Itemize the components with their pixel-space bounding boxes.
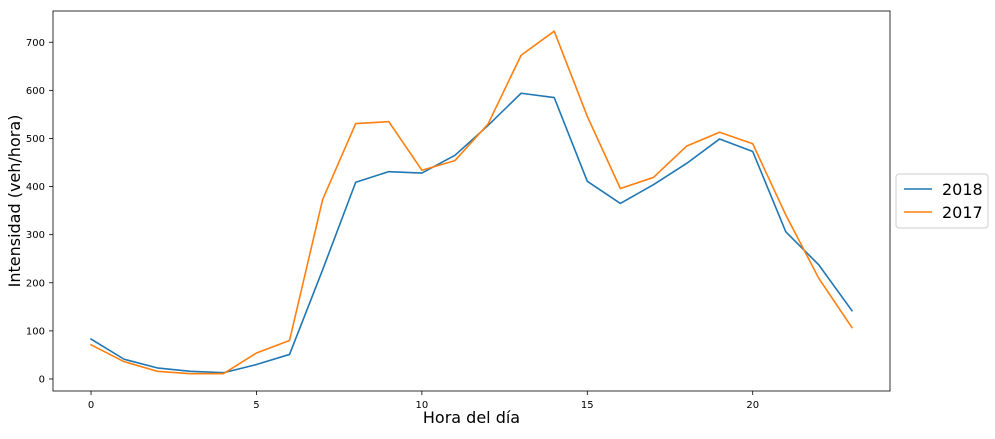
x-tick-label: 5 — [253, 400, 259, 411]
y-tick-label: 700 — [26, 38, 45, 49]
x-tick-label: 10 — [416, 400, 429, 411]
legend: 2018 2017 — [895, 173, 989, 229]
y-tick-label: 0 — [39, 374, 45, 385]
x-axis: 0 5 10 15 20 — [88, 391, 759, 411]
legend-label-2018: 2018 — [942, 180, 983, 199]
y-tick-label: 100 — [26, 326, 45, 337]
y-tick-label: 600 — [26, 86, 45, 97]
y-tick-label: 300 — [26, 230, 45, 241]
series-line-2018 — [89, 92, 854, 374]
legend-label-2017: 2017 — [942, 203, 983, 222]
x-tick-label: 20 — [746, 400, 759, 411]
y-tick-label: 500 — [26, 134, 45, 145]
x-tick-label: 0 — [88, 400, 94, 411]
series-layer — [89, 30, 854, 375]
series-line-2017 — [89, 30, 854, 375]
y-tick-label: 400 — [26, 182, 45, 193]
x-tick-label: 15 — [581, 400, 594, 411]
y-axis-label: Intensidad (veh/hora) — [5, 115, 24, 288]
legend-box — [895, 173, 989, 229]
y-axis: 0 100 200 300 400 500 600 700 — [26, 38, 53, 385]
x-axis-label: Hora del día — [423, 408, 520, 427]
y-tick-label: 200 — [26, 278, 45, 289]
plot-area-frame — [52, 10, 891, 392]
